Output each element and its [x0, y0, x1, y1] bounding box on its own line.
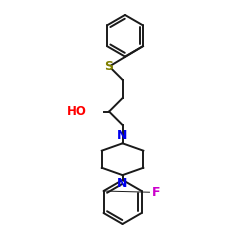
Text: S: S — [104, 60, 114, 73]
Text: N: N — [117, 128, 128, 141]
Text: F: F — [152, 186, 160, 199]
Text: N: N — [117, 177, 128, 190]
Text: HO: HO — [67, 105, 87, 118]
